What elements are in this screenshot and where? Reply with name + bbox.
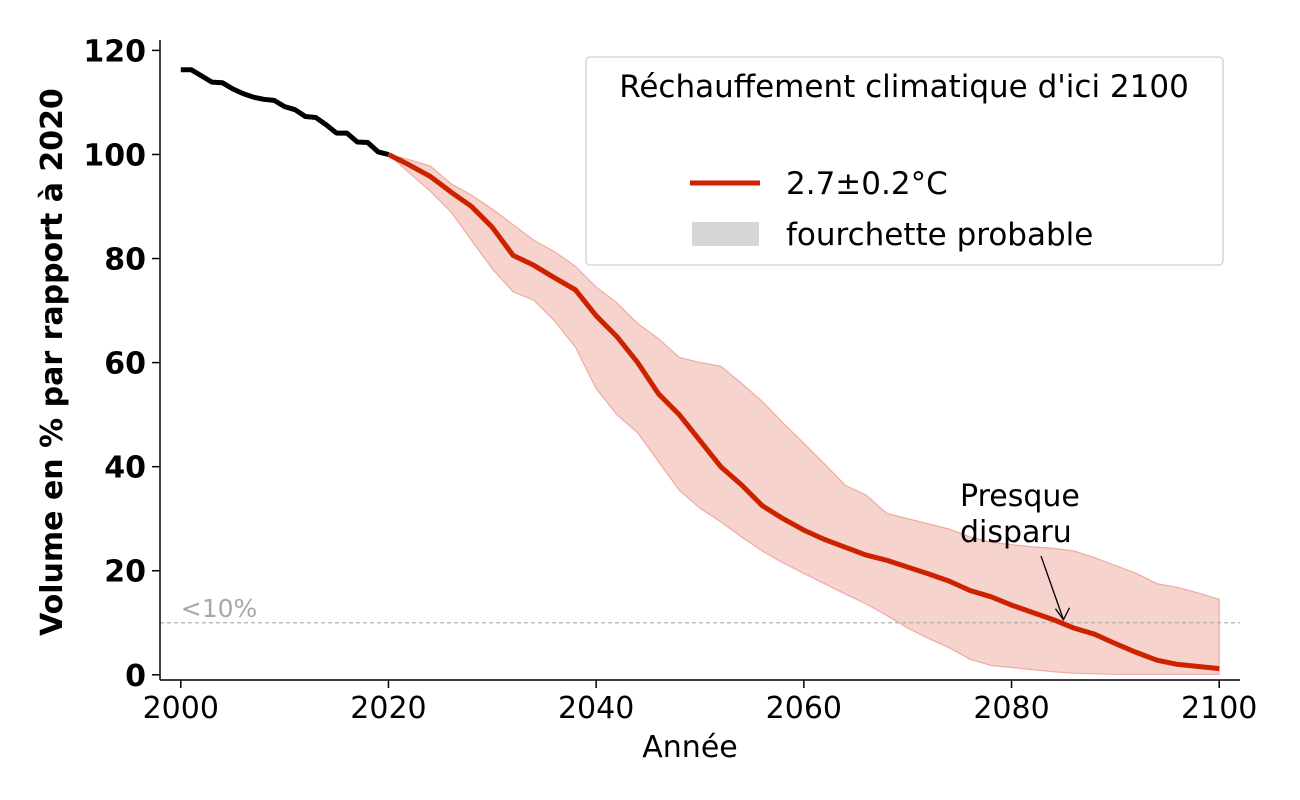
y-tick-label: 80	[104, 243, 146, 278]
annotation-line-1: Presque	[960, 479, 1080, 514]
legend-title: Réchauffement climatique d'ici 2100	[619, 69, 1189, 105]
x-tick-label: 2100	[1181, 691, 1257, 726]
y-tick-label: 20	[104, 555, 146, 590]
legend-box	[585, 56, 1224, 266]
x-axis-title: Année	[642, 730, 737, 765]
legend-label: 2.7±0.2°C	[786, 166, 948, 202]
y-axis-title: Volume en % par rapport à 2020	[35, 88, 70, 636]
y-tick-label: 40	[104, 451, 146, 486]
x-tick-label: 2080	[973, 691, 1049, 726]
x-tick-label: 2020	[350, 691, 426, 726]
x-tick-label: 2040	[558, 691, 634, 726]
legend-swatch-patch	[692, 222, 759, 246]
legend-label: fourchette probable	[786, 217, 1093, 253]
y-tick-label: 120	[83, 34, 146, 69]
y-tick-label: 0	[125, 659, 146, 694]
annotation-line-2: disparu	[960, 515, 1072, 550]
annotation-arrow-shaft	[1040, 555, 1065, 620]
y-tick-label: 100	[83, 138, 146, 173]
y-tick-label: 60	[104, 347, 146, 382]
threshold-label: <10%	[181, 594, 258, 623]
projection-line	[387, 152, 1220, 672]
x-tick-label: 2000	[143, 691, 219, 726]
historical-line	[180, 67, 390, 157]
series-lines	[180, 67, 1220, 672]
x-tick-label: 2060	[766, 691, 842, 726]
annotation-arrow-head	[1054, 607, 1071, 622]
legend: Réchauffement climatique d'ici 2100 2.7±0…	[585, 56, 1224, 266]
